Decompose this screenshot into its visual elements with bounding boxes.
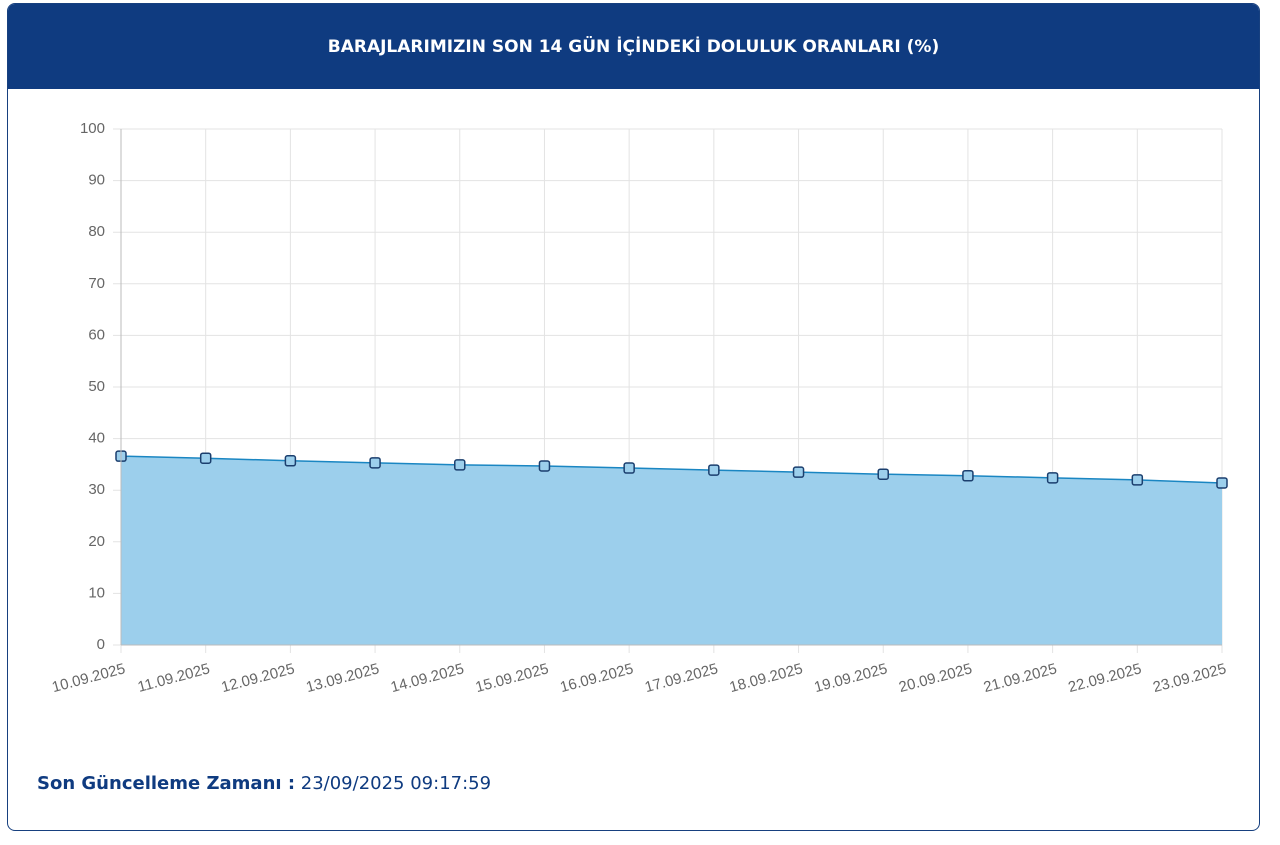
y-tick-label: 70 <box>88 275 105 292</box>
point <box>1216 477 1228 489</box>
y-tick-label: 50 <box>88 378 105 395</box>
point <box>369 457 381 469</box>
x-tick-label: 11.09.2025 <box>136 660 212 696</box>
x-tick-label: 12.09.2025 <box>220 660 297 696</box>
y-tick-label: 30 <box>88 481 105 498</box>
point <box>792 466 805 478</box>
chart-title: BARAJLARIMIZIN SON 14 GÜN İÇİNDEKİ DOLUL… <box>8 4 1259 89</box>
x-tick-label: 22.09.2025 <box>1066 660 1143 696</box>
y-tick-label: 90 <box>88 172 105 189</box>
y-tick-label: 10 <box>88 584 105 601</box>
point <box>454 459 466 471</box>
x-tick-label: 17.09.2025 <box>643 660 720 696</box>
y-tick-label: 80 <box>88 223 105 240</box>
x-tick-label: 13.09.2025 <box>304 660 381 696</box>
point <box>708 464 720 476</box>
x-tick-label: 18.09.2025 <box>728 660 805 696</box>
point <box>1046 472 1059 484</box>
point <box>962 470 974 482</box>
y-tick-label: 20 <box>88 533 105 550</box>
x-tick-label: 16.09.2025 <box>558 660 635 696</box>
footer-label: Son Güncelleme Zamanı : <box>37 773 296 794</box>
x-tick-label: 14.09.2025 <box>389 660 466 696</box>
y-tick-label: 0 <box>97 636 105 653</box>
area <box>121 456 1222 645</box>
point <box>199 452 212 464</box>
footer: Son Güncelleme Zamanı : 23/09/2025 09:17… <box>37 773 491 794</box>
point <box>284 455 297 467</box>
x-tick-label: 21.09.2025 <box>982 660 1059 696</box>
card: BARAJLARIMIZIN SON 14 GÜN İÇİNDEKİ DOLUL… <box>7 3 1260 831</box>
y-tick-label: 40 <box>88 430 105 447</box>
point <box>877 468 889 480</box>
point <box>538 460 551 472</box>
y-tick-label: 100 <box>80 120 105 137</box>
x-tick-label: 20.09.2025 <box>897 660 974 696</box>
line <box>120 455 1223 484</box>
x-tick-label: 19.09.2025 <box>812 660 889 696</box>
x-tick-label: 23.09.2025 <box>1151 660 1228 696</box>
x-tick-label: 15.09.2025 <box>474 660 551 696</box>
y-tick-label: 60 <box>88 326 105 343</box>
point <box>1131 474 1144 486</box>
footer-value: 23/09/2025 09:17:59 <box>300 773 492 794</box>
point <box>623 462 635 474</box>
x-tick-label: 10.09.2025 <box>50 660 127 696</box>
